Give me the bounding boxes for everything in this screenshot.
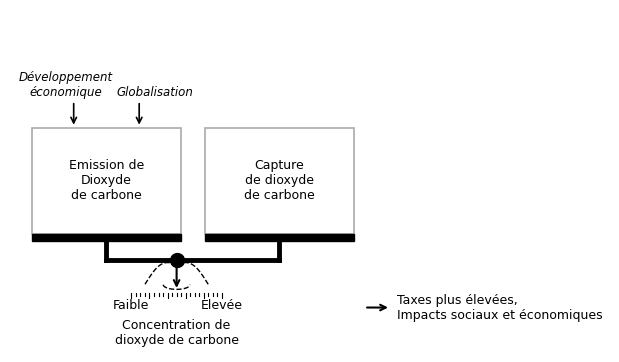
Text: Globalisation: Globalisation xyxy=(117,86,194,99)
Text: Emission de
Dioxyde
de carbone: Emission de Dioxyde de carbone xyxy=(69,160,144,202)
Text: Développement
économique: Développement économique xyxy=(19,71,113,99)
Text: Taxes plus élevées,
Impacts sociaux et économiques: Taxes plus élevées, Impacts sociaux et é… xyxy=(397,294,603,321)
Text: Capture
de dioxyde
de carbone: Capture de dioxyde de carbone xyxy=(244,160,314,202)
Text: Elevée: Elevée xyxy=(201,299,243,312)
Text: Concentration de
dioxyde de carbone: Concentration de dioxyde de carbone xyxy=(115,319,238,346)
Bar xyxy=(32,235,181,241)
Bar xyxy=(205,235,353,241)
Bar xyxy=(32,127,181,235)
Bar xyxy=(205,127,353,235)
Text: Faible: Faible xyxy=(113,299,150,312)
